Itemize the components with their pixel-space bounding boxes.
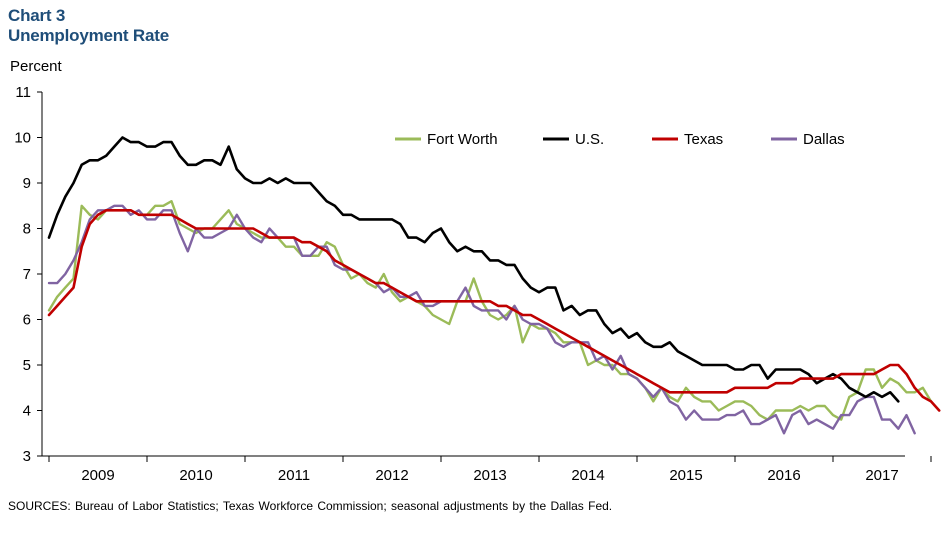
axes: 3 4 5 6 7 8 9 10 11 2009 2010 2011 2012 2013 2014 2015 2…	[14, 84, 932, 484]
legend-label: U.S.	[575, 131, 604, 148]
legend: Fort Worth U.S. Texas Dallas	[395, 131, 845, 148]
y-tick-label: 7	[23, 266, 31, 283]
y-tick-label: 10	[14, 130, 31, 147]
series-line-fort-worth	[47, 199, 933, 421]
x-tick-label: 2010	[179, 467, 212, 484]
chart-number: Chart 3	[8, 6, 66, 25]
x-tick-label: 2017	[865, 467, 898, 484]
x-tick-label: 2012	[375, 467, 408, 484]
y-tick-label: 11	[15, 84, 31, 101]
y-tick-label: 3	[23, 448, 31, 465]
series-line-u-s	[47, 136, 900, 403]
x-tick-label: 2013	[473, 467, 506, 484]
y-tick-label: 5	[23, 357, 31, 374]
y-tick-label: 6	[23, 312, 31, 329]
y-tick-label: 8	[23, 221, 31, 238]
legend-label: Dallas	[803, 131, 845, 148]
x-tick-label: 2011	[278, 467, 310, 484]
y-axis-unit-label: Percent	[10, 58, 62, 75]
x-tick-label: 2016	[767, 467, 800, 484]
series-line-dallas	[47, 204, 916, 435]
chart-title: Unemployment Rate	[8, 26, 169, 45]
x-tick-label: 2015	[669, 467, 702, 484]
x-tick-label: 2014	[571, 467, 604, 484]
series-lines	[47, 136, 941, 435]
series-line-texas	[47, 209, 941, 412]
y-tick-label: 4	[23, 403, 31, 420]
legend-label: Texas	[684, 131, 723, 148]
legend-label: Fort Worth	[427, 131, 498, 148]
y-tick-label: 9	[23, 175, 31, 192]
x-tick-label: 2009	[81, 467, 114, 484]
source-note: SOURCES: Bureau of Labor Statistics; Tex…	[8, 499, 613, 513]
